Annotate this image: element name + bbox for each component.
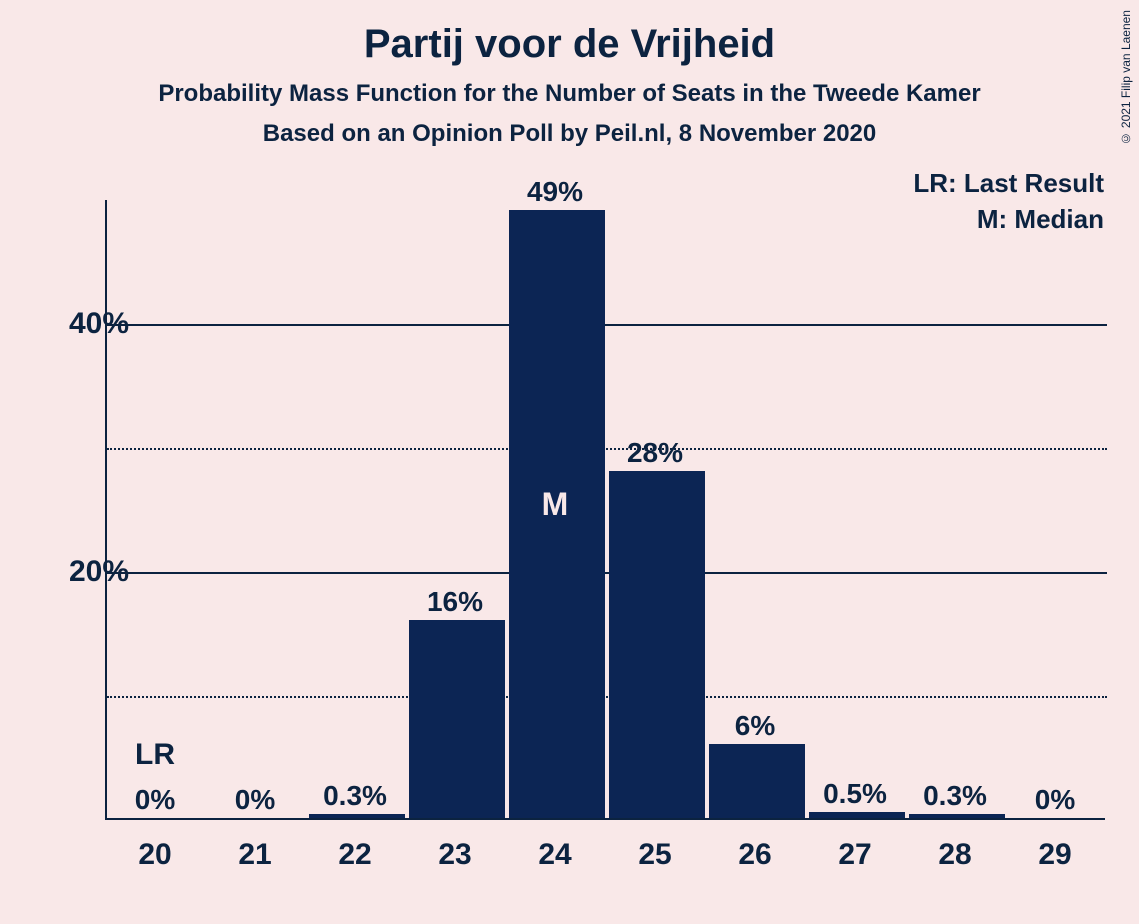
bar bbox=[909, 814, 1005, 818]
gridline-minor bbox=[107, 448, 1107, 450]
chart-subtitle-1: Probability Mass Function for the Number… bbox=[0, 80, 1139, 108]
x-axis-tick-label: 21 bbox=[238, 838, 271, 872]
y-axis-tick-label: 40% bbox=[69, 307, 129, 341]
chart-title: Partij voor de Vrijheid bbox=[0, 22, 1139, 67]
x-axis-tick-label: 24 bbox=[538, 838, 571, 872]
bar-value-label: 28% bbox=[627, 437, 683, 469]
x-axis-tick-label: 27 bbox=[838, 838, 871, 872]
gridline-major bbox=[107, 572, 1107, 574]
chart-container: Partij voor de Vrijheid Probability Mass… bbox=[0, 0, 1139, 924]
gridline-major bbox=[107, 324, 1107, 326]
x-axis-tick-label: 20 bbox=[138, 838, 171, 872]
bar-value-label: 16% bbox=[427, 586, 483, 618]
bar bbox=[709, 744, 805, 818]
plot-area bbox=[105, 200, 1105, 820]
x-axis-tick-label: 29 bbox=[1038, 838, 1071, 872]
bar bbox=[809, 812, 905, 818]
x-axis-tick-label: 23 bbox=[438, 838, 471, 872]
bar bbox=[309, 814, 405, 818]
copyright-text: © 2021 Filip van Laenen bbox=[1119, 10, 1133, 145]
y-axis-tick-label: 20% bbox=[69, 555, 129, 589]
x-axis-tick-label: 26 bbox=[738, 838, 771, 872]
chart-area bbox=[105, 200, 1105, 820]
bar-value-label: 6% bbox=[735, 710, 775, 742]
gridline-minor bbox=[107, 696, 1107, 698]
chart-subtitle-2: Based on an Opinion Poll by Peil.nl, 8 N… bbox=[0, 120, 1139, 148]
bar-value-label: 0% bbox=[135, 784, 175, 816]
bar-value-label: 0.3% bbox=[323, 780, 387, 812]
x-axis-tick-label: 22 bbox=[338, 838, 371, 872]
bar bbox=[409, 620, 505, 818]
bar bbox=[609, 471, 705, 818]
last-result-marker: LR bbox=[135, 738, 175, 772]
bar-value-label: 0.5% bbox=[823, 778, 887, 810]
x-axis-tick-label: 28 bbox=[938, 838, 971, 872]
median-marker: M bbox=[542, 486, 569, 523]
bar-value-label: 0% bbox=[1035, 784, 1075, 816]
x-axis-tick-label: 25 bbox=[638, 838, 671, 872]
bar-value-label: 49% bbox=[527, 176, 583, 208]
legend-last-result: LR: Last Result bbox=[913, 168, 1104, 199]
bar-value-label: 0% bbox=[235, 784, 275, 816]
bar-value-label: 0.3% bbox=[923, 780, 987, 812]
